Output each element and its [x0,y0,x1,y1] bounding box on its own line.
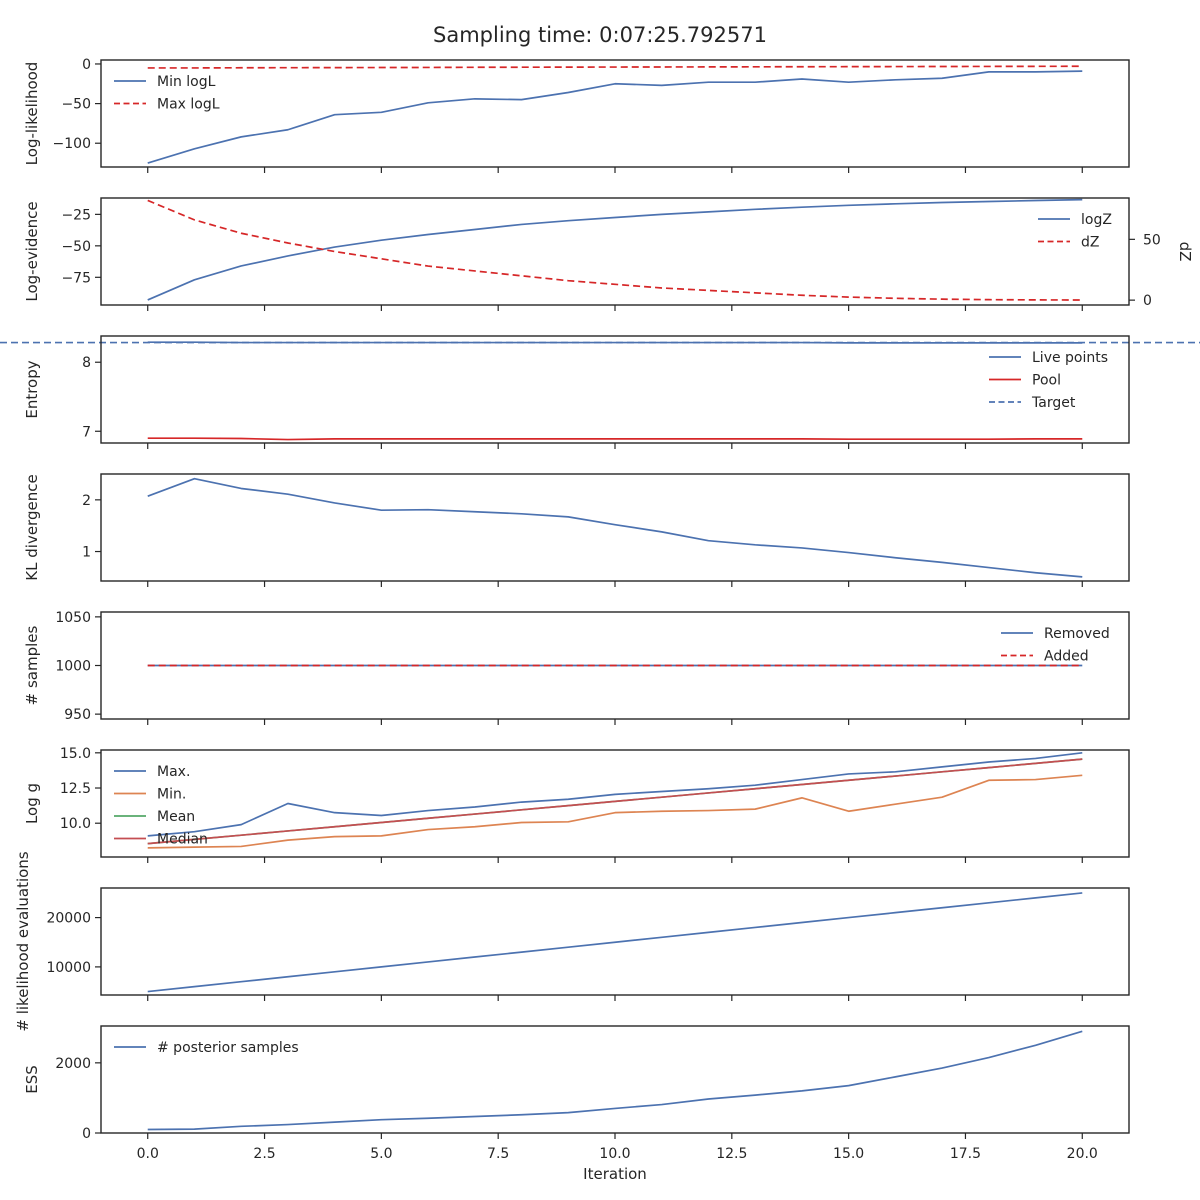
y-axis-label: KL divergence [23,474,41,580]
legend-label: Median [157,832,208,848]
series-line-median [147,758,1083,845]
y-tick-label: 950 [64,707,91,723]
y-tick-label: 12.5 [60,781,91,797]
legend-label: Max. [157,764,190,780]
x-tick-label: 17.5 [950,1146,981,1162]
x-tick-label: 20.0 [1067,1146,1098,1162]
y-tick-label: −100 [53,136,91,152]
axes-frame [100,335,1130,444]
axes-frame [100,473,1130,582]
y-axis-label: Entropy [23,360,41,418]
series-line-posterior-samples [147,1030,1083,1131]
axes-frame [100,59,1130,168]
series-line-max [147,751,1083,837]
series-line-min [147,774,1083,849]
y-tick-label: 20000 [46,911,91,927]
series-line-data [147,892,1083,993]
legend-label: Mean [157,809,195,825]
legend-label: # posterior samples [157,1040,299,1056]
x-tick-label: 5.0 [370,1146,392,1162]
axes-frame [100,1025,1130,1134]
x-tick-label: 12.5 [716,1146,747,1162]
y-tick-label: 10000 [46,960,91,976]
y-tick-label: 2000 [55,1056,91,1072]
legend: Min logL Max logL [114,74,220,113]
series-line-max-logl [147,65,1083,69]
subplot-5: 1050 1000 950 # samples Removed Added [23,610,1130,725]
legend: Removed Added [1001,626,1110,665]
axes-frame [100,887,1130,996]
series-line-pool [147,437,1083,441]
legend-label: Pool [1032,373,1061,389]
legend-label: Target [1031,395,1076,411]
legend-label: logZ [1081,212,1112,228]
y-tick-label: 1000 [55,659,91,675]
figure-title: Sampling time: 0:07:25.792571 [433,23,767,47]
y-tick-label: −50 [61,239,91,255]
y-tick-label: 0 [82,57,91,73]
y-tick-label: 10.0 [60,816,91,832]
y2-tick-label: 0 [1143,293,1152,309]
series-line-min-logl [147,70,1083,164]
subplot-2: −25 −50 −75 0 50 dZ Log-evidence logZ dZ [23,197,1194,311]
x-tick-label: 15.0 [833,1146,864,1162]
legend-label: Min logL [157,74,216,90]
subplot-6: 15.0 12.5 10.0 Log g Max. Min. Mean Median [23,746,1130,863]
subplot-8: 2000 0 0.0 2.5 5.0 7.5 10.0 12.5 15.0 17.5 20.0 ESS… [23,1025,1130,1162]
legend: Live points Pool Target [989,350,1108,411]
x-tick-label: 7.5 [487,1146,509,1162]
y-tick-label: 7 [82,424,91,440]
series-line-logz [147,198,1083,301]
x-tick-label: 0.0 [137,1146,159,1162]
y-tick-label: −25 [61,207,91,223]
y-axis-label: # likelihood evaluations [14,851,32,1031]
y-tick-label: 15.0 [60,746,91,762]
legend-label: Removed [1044,626,1110,642]
x-axis-label: Iteration [583,1165,647,1183]
x-tick-label: 2.5 [253,1146,275,1162]
subplot-7: 20000 10000 # likelihood evaluations [14,851,1130,1032]
axes-frame [100,197,1130,306]
y2-tick-label: 50 [1143,232,1161,248]
y-tick-label: 0 [82,1126,91,1142]
legend-label: dZ [1081,235,1099,251]
legend-label: Min. [157,787,186,803]
subplot-1: 0 −50 −100 Log-likelihood Min logL Max logL [23,57,1130,173]
series-line-data [147,477,1083,578]
y-axis-label: Log-evidence [23,201,41,301]
y-axis-label: Log-likelihood [23,62,41,166]
subplots: 0 −50 −100 Log-likelihood Min logL Max logL −2… [0,57,1200,1162]
axes-frame [100,749,1130,858]
axes-frame [100,611,1130,720]
y-tick-label: −75 [61,270,91,286]
series-line-dz [147,199,1083,301]
subplot-4: 2 1 KL divergence [23,473,1130,587]
y-tick-label: 2 [82,493,91,509]
legend-label: Live points [1032,350,1108,366]
legend: # posterior samples [114,1040,299,1056]
y2-axis-label: dZ [1176,242,1194,262]
y-tick-label: 1050 [55,610,91,626]
legend: logZ dZ [1038,212,1112,251]
legend-label: Added [1044,649,1089,665]
legend-label: Max logL [157,97,220,113]
y-axis-label: ESS [23,1065,41,1094]
y-tick-label: 1 [82,545,91,561]
y-axis-label: # samples [23,625,41,705]
x-tick-label: 10.0 [599,1146,630,1162]
y-tick-label: −50 [61,97,91,113]
y-axis-label: Log g [23,783,41,824]
y-tick-label: 8 [82,355,91,371]
legend: Max. Min. Mean Median [114,764,208,848]
subplot-3: 8 7 Entropy Live points Pool Target [0,335,1200,449]
